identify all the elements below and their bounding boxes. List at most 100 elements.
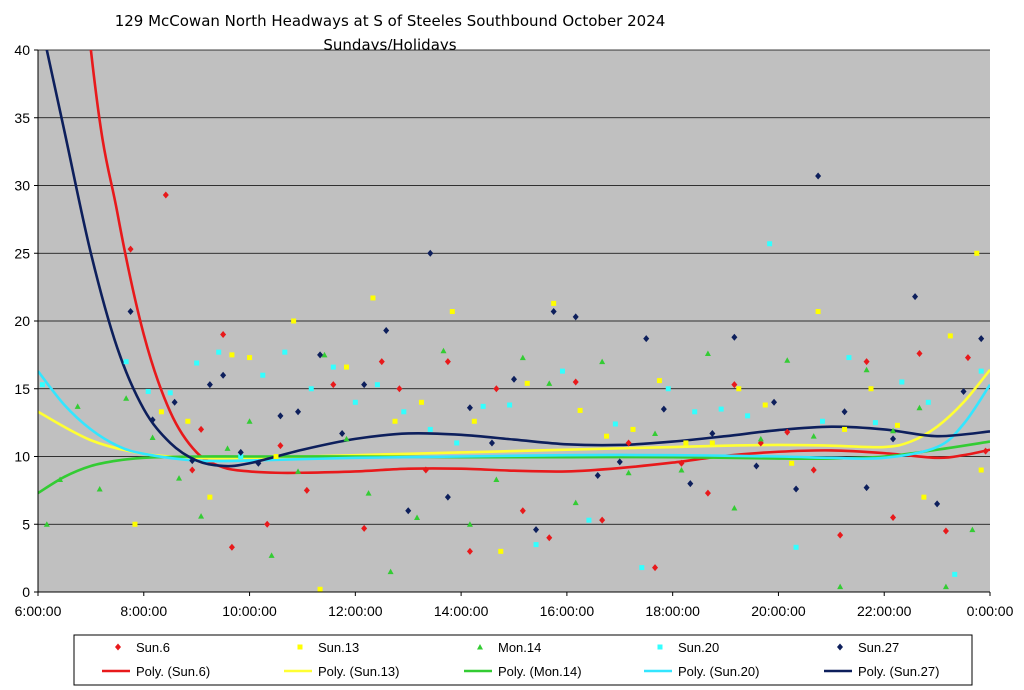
legend-label: Poly. (Sun.27) (858, 664, 939, 679)
data-point-mon-14 (198, 513, 205, 519)
data-point-sun-6 (127, 245, 134, 253)
data-point-mon-14 (176, 475, 183, 481)
data-point-sun-6 (330, 381, 337, 389)
data-point-mon-14 (546, 380, 553, 386)
data-point-sun-13 (978, 467, 984, 473)
x-tick-label: 14:00:00 (434, 603, 489, 619)
y-tick-label: 25 (14, 245, 30, 261)
data-point-sun-6 (916, 350, 923, 358)
data-point-sun-6 (277, 442, 284, 450)
y-tick-label: 0 (22, 584, 30, 600)
data-point-sun-13 (185, 418, 191, 424)
data-point-sun-27 (550, 308, 557, 316)
data-point-mon-14 (123, 395, 130, 401)
data-point-sun-27 (383, 326, 390, 334)
data-point-mon-14 (731, 504, 738, 511)
data-point-sun-20 (282, 349, 288, 355)
data-point-mon-14 (493, 476, 500, 483)
data-point-sun-13 (762, 402, 768, 408)
data-point-sun-20 (401, 409, 407, 415)
data-point-mon-14 (440, 347, 447, 354)
y-axis-ticks: 0 5 10 15 20 25 30 35 40 (14, 42, 38, 600)
x-axis-ticks: 6:00:00 8:00:00 10:00:00 12:00:00 14:00:00 16… (15, 592, 1014, 619)
data-point-sun-27 (709, 429, 716, 437)
x-tick-label: 10:00:00 (222, 603, 277, 619)
data-point-sun-13 (551, 300, 557, 306)
data-point-sun-27 (466, 404, 473, 412)
data-point-sun-27 (189, 457, 196, 465)
data-point-sun-13 (524, 380, 530, 386)
data-point-sun-27 (511, 375, 517, 383)
data-point-sun-27 (753, 462, 760, 470)
data-point-sun-20 (352, 399, 358, 405)
data-point-mon-14 (784, 357, 791, 363)
data-point-sun-20 (330, 364, 336, 370)
data-point-sun-6 (704, 489, 711, 497)
data-point-sun-6 (444, 358, 451, 366)
data-point-sun-27 (220, 371, 227, 379)
data-point-mon-14 (387, 568, 394, 575)
data-point-sun-13 (604, 433, 610, 439)
data-point-mon-14 (519, 354, 526, 361)
data-point-sun-6 (546, 534, 553, 542)
data-point-sun-27 (572, 313, 579, 321)
data-point-sun-13 (132, 521, 138, 527)
data-point-sun-27 (206, 381, 213, 389)
x-tick-label: 20:00:00 (751, 603, 806, 619)
legend-label: Mon.14 (498, 640, 541, 655)
data-point-mon-14 (757, 435, 764, 442)
data-point-sun-20 (216, 349, 222, 355)
data-point-sun-13 (158, 409, 164, 415)
data-point-sun-6 (519, 507, 526, 515)
data-point-sun-13 (974, 250, 980, 256)
chart-title: 129 McCowan North Headways at S of Steel… (115, 12, 666, 30)
data-point-sun-13 (317, 586, 323, 592)
data-point-sun-20 (846, 355, 852, 361)
data-point-sun-20 (145, 388, 151, 394)
y-tick-label: 20 (14, 313, 30, 329)
x-tick-label: 0:00:00 (967, 603, 1014, 619)
data-point-sun-6 (378, 358, 385, 366)
data-point-mon-14 (74, 403, 81, 409)
legend: Sun.6 Sun.13 Mon.14 Sun.20 Sun.27 Poly. (Sun.… (102, 640, 939, 679)
data-point-mon-14 (365, 490, 372, 496)
data-point-mon-14 (599, 358, 606, 365)
x-tick-label: 16:00:00 (540, 603, 595, 619)
legend-label: Poly. (Sun.6) (136, 664, 210, 679)
data-point-sun-13 (449, 309, 455, 315)
data-point-sun-13 (709, 440, 715, 446)
legend-box (73, 634, 973, 686)
data-point-sun-27 (731, 333, 738, 341)
legend-label: Sun.13 (318, 640, 359, 655)
data-point-sun-6 (964, 354, 971, 362)
data-point-sun-13 (392, 418, 398, 424)
data-point-mon-14 (149, 434, 156, 441)
data-point-sun-27 (361, 381, 368, 389)
legend-marker (115, 643, 121, 651)
data-point-sun-20 (39, 382, 45, 388)
data-point-sun-20 (925, 399, 931, 405)
data-point-mon-14 (916, 404, 923, 411)
data-point-sun-20 (872, 420, 878, 426)
trendline-poly-sun-6 (89, 50, 990, 475)
data-point-sun-20 (793, 544, 799, 550)
data-point-sun-20 (507, 402, 513, 408)
data-point-sun-13 (291, 318, 297, 324)
legend-label: Sun.27 (858, 640, 899, 655)
data-point-sun-20 (820, 418, 826, 424)
data-point-sun-6 (810, 466, 817, 474)
data-point-sun-27 (277, 412, 284, 420)
data-point-sun-13 (498, 548, 504, 554)
data-point-sun-6 (228, 543, 235, 551)
legend-marker (297, 644, 303, 650)
data-point-sun-13 (247, 355, 253, 361)
data-point-sun-20 (559, 368, 565, 374)
data-point-sun-27 (295, 408, 302, 416)
data-point-sun-27 (255, 459, 262, 467)
data-point-sun-20 (123, 359, 129, 365)
legend-label: Poly. (Mon.14) (498, 664, 582, 679)
y-tick-label: 10 (14, 449, 30, 465)
data-point-sun-13 (229, 352, 235, 358)
legend-label: Poly. (Sun.13) (318, 664, 399, 679)
data-point-mon-14 (678, 467, 685, 473)
